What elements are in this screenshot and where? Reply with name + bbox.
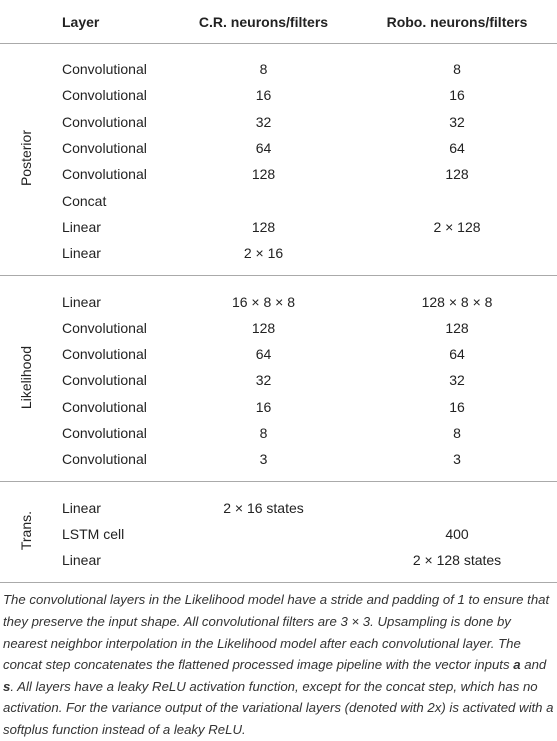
table-cell: 128 — [251, 218, 276, 235]
layer-table: Layer C.R. neurons/filters Robo. neurons… — [0, 0, 557, 583]
caption-text: and — [520, 657, 547, 673]
table-cell: Convolutional — [62, 425, 147, 441]
caption-bold: a — [513, 657, 521, 673]
table-cell: Convolutional — [62, 166, 147, 183]
table-cell: 2 × 128 states — [412, 552, 502, 569]
table-row: Convolutional 128 128 — [0, 161, 557, 187]
table-cell: Linear — [62, 218, 101, 235]
table-cell: 2 × 16 states — [223, 499, 304, 516]
table-cell: LSTM cell — [62, 525, 125, 542]
table-cell: Convolutional — [62, 346, 147, 363]
table-row: Posterior Convolutional 8 8 — [0, 44, 557, 186]
table-cell: 32 — [255, 113, 272, 130]
table-row: Convolutional 8 8 — [0, 420, 557, 446]
table-row: Convolutional 3 3 — [0, 446, 557, 482]
table-cell: 128 — [251, 166, 276, 183]
table-cell: Convolutional — [62, 319, 147, 336]
table-row: Linear 2 × 16 — [0, 240, 557, 276]
section: Trans. Linear 2 × 16 states LSTM cell 400 Lin… — [0, 482, 557, 583]
caption: The convolutional layers in the Likeliho… — [0, 583, 557, 740]
table-row: Linear 128 2 × 128 — [0, 214, 557, 240]
table-cell: Convolutional — [62, 61, 147, 78]
table-row: Convolutional 16 16 — [0, 82, 557, 108]
table-cell: 3 — [259, 451, 268, 468]
table-cell: 128 — [251, 319, 276, 336]
group-label: Posterior — [18, 130, 34, 187]
table-row: Trans. Linear 2 × 16 states — [0, 482, 557, 551]
header-cell: Layer — [52, 0, 170, 44]
table-row: Likelihood Linear 16 × 8 × 8 128 × 8 × 8 — [0, 276, 557, 409]
table-cell: Convolutional — [62, 113, 147, 130]
table-cell: 8 — [453, 425, 461, 441]
group-label: Likelihood — [18, 345, 34, 409]
table-cell: 8 — [453, 61, 461, 78]
header-cell: Robo. neurons/filters — [357, 0, 557, 44]
table-cell — [357, 240, 557, 276]
table-row: Concat — [0, 187, 557, 213]
table-cell: Convolutional — [62, 87, 147, 104]
table-cell: 16 — [255, 398, 272, 415]
table-cell: 400 — [445, 525, 469, 542]
table-cell: 128 — [445, 319, 469, 336]
group-cell: Posterior — [0, 44, 52, 276]
table-cell — [170, 521, 357, 547]
table-cell: 8 — [259, 425, 268, 441]
caption-text: . All layers have a leaky ReLU activatio… — [3, 678, 554, 737]
table-cell: 3 — [453, 451, 461, 468]
group-cell: Likelihood — [0, 276, 52, 482]
table-cell: 64 — [449, 140, 465, 157]
table-cell: 2 × 128 — [433, 218, 481, 235]
table-cell: 64 — [255, 140, 272, 157]
section: Posterior Convolutional 8 8 Convolutional 16 1… — [0, 44, 557, 276]
table-cell: 32 — [449, 372, 465, 389]
header-cell: C.R. neurons/filters — [170, 0, 357, 44]
table-cell: 64 — [255, 346, 272, 363]
table-row: Linear 2 × 128 states — [0, 547, 557, 583]
table-cell: 32 — [255, 372, 272, 389]
table-row: LSTM cell 400 — [0, 521, 557, 547]
table-cell: 16 — [449, 398, 465, 415]
table-cell: 2 × 16 — [243, 245, 284, 262]
table-cell: Convolutional — [62, 451, 147, 468]
table-cell — [170, 547, 357, 583]
table-cell: 16 — [255, 87, 272, 104]
table-cell: 128 — [445, 166, 469, 183]
table-cell: Convolutional — [62, 372, 147, 389]
caption-text: The convolutional layers in the Likeliho… — [3, 592, 550, 673]
table-cell: Linear — [62, 293, 101, 310]
table-cell: Linear — [62, 245, 101, 262]
table-row: Convolutional 64 64 — [0, 135, 557, 161]
table-cell: Linear — [62, 499, 101, 516]
table-cell: 16 — [449, 87, 465, 104]
table-cell: Convolutional — [62, 140, 147, 157]
table-row: Convolutional 32 32 — [0, 109, 557, 135]
header-row: Layer C.R. neurons/filters Robo. neurons… — [0, 0, 557, 44]
table-cell: Convolutional — [62, 398, 147, 415]
table-cell: 32 — [449, 113, 465, 130]
table-cell: Linear — [62, 552, 101, 569]
table-cell: 8 — [259, 61, 268, 78]
table-row: Convolutional 128 128 — [0, 315, 557, 341]
table-cell — [357, 187, 557, 213]
caption-bold: s — [3, 678, 11, 694]
table-row: Convolutional 16 16 — [0, 394, 557, 420]
table-cell: Concat — [62, 192, 107, 209]
section: Likelihood Linear 16 × 8 × 8 128 × 8 × 8 Con… — [0, 276, 557, 482]
table-cell: 64 — [449, 346, 465, 363]
table-row: Convolutional 64 64 — [0, 341, 557, 367]
table-cell: 128 × 8 × 8 — [421, 293, 493, 310]
table-cell: 16 × 8 × 8 — [231, 293, 296, 310]
group-label: Trans. — [18, 511, 34, 551]
header-cell — [0, 0, 52, 44]
group-cell: Trans. — [0, 482, 52, 583]
table-cell — [170, 187, 357, 213]
table-row: Convolutional 32 32 — [0, 367, 557, 393]
table-cell — [357, 482, 557, 521]
